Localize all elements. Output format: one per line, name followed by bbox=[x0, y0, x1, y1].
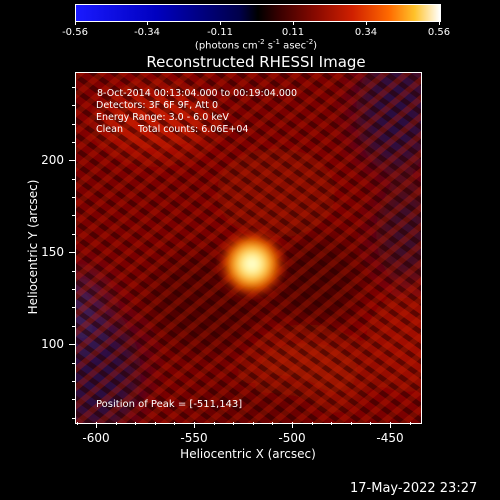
x-axis-tick bbox=[194, 422, 195, 428]
time-range-text: 8-Oct-2014 00:13:04.000 to 00:19:04.000 bbox=[97, 88, 298, 99]
rhessi-image-map bbox=[76, 73, 421, 423]
y-axis-minor-tick bbox=[72, 289, 75, 290]
colorbar-tick bbox=[293, 21, 294, 25]
clean-total-counts-text: Clean Total counts: 6.06E+04 bbox=[96, 124, 249, 135]
x-axis-tick-label: -500 bbox=[278, 431, 306, 445]
x-axis-minor-tick bbox=[135, 422, 136, 425]
peak-position-text: Position of Peak = [-511,143] bbox=[96, 399, 243, 410]
x-axis-minor-tick bbox=[233, 422, 234, 425]
y-axis-tick-label: 150 bbox=[41, 245, 64, 259]
x-axis-tick bbox=[96, 422, 97, 428]
x-axis-tick bbox=[390, 422, 391, 428]
y-axis-title: Heliocentric Y (arcsec) bbox=[26, 179, 40, 315]
colorbar-tick-label: 0.11 bbox=[281, 27, 305, 38]
plot-title: Reconstructed RHESSI Image bbox=[146, 53, 366, 71]
x-axis-minor-tick bbox=[116, 422, 117, 425]
y-axis-minor-tick bbox=[72, 87, 75, 88]
y-axis-minor-tick bbox=[72, 363, 75, 364]
detectors-text: Detectors: 3F 6F 9F, Att 0 bbox=[96, 100, 219, 111]
colorbar-tick bbox=[366, 21, 367, 25]
y-axis-minor-tick bbox=[72, 307, 75, 308]
y-axis-tick bbox=[69, 252, 75, 253]
y-axis-minor-tick bbox=[72, 326, 75, 327]
y-axis-tick-label: 100 bbox=[41, 337, 64, 351]
colorbar-tick-label: -0.34 bbox=[134, 27, 160, 38]
x-axis-minor-tick bbox=[214, 422, 215, 425]
y-axis-minor-tick bbox=[72, 105, 75, 106]
colorbar-tick bbox=[220, 21, 221, 25]
y-axis-minor-tick bbox=[72, 179, 75, 180]
colorbar-unit-label: (photons cm-2 s-1 asec-2) bbox=[194, 38, 318, 52]
x-axis-tick-label: -550 bbox=[180, 431, 208, 445]
colorbar-tick-label: -0.11 bbox=[207, 27, 233, 38]
x-axis-title: Heliocentric X (arcsec) bbox=[180, 447, 316, 461]
x-axis-tick-label: -450 bbox=[376, 431, 404, 445]
x-axis-minor-tick bbox=[174, 422, 175, 425]
y-axis-minor-tick bbox=[72, 418, 75, 419]
colorbar-tick bbox=[439, 21, 440, 25]
y-axis-minor-tick bbox=[72, 215, 75, 216]
colorbar-tick bbox=[75, 21, 76, 25]
y-axis-minor-tick bbox=[72, 381, 75, 382]
colorbar-tick bbox=[147, 21, 148, 25]
x-axis-minor-tick bbox=[77, 422, 78, 425]
y-axis-minor-tick bbox=[72, 197, 75, 198]
y-axis-tick bbox=[69, 344, 75, 345]
x-axis-minor-tick bbox=[410, 422, 411, 425]
x-axis-minor-tick bbox=[370, 422, 371, 425]
x-axis-minor-tick bbox=[253, 422, 254, 425]
colorbar-tick-label: 0.34 bbox=[354, 27, 378, 38]
colorbar-tick-label: -0.56 bbox=[62, 27, 88, 38]
peak-source bbox=[218, 230, 286, 298]
x-axis-minor-tick bbox=[312, 422, 313, 425]
x-axis-minor-tick bbox=[155, 422, 156, 425]
y-axis-minor-tick bbox=[72, 142, 75, 143]
y-axis-minor-tick bbox=[72, 271, 75, 272]
image-plot-area: 8-Oct-2014 00:13:04.000 to 00:19:04.000 … bbox=[75, 72, 422, 424]
energy-range-text: Energy Range: 3.0 - 6.0 keV bbox=[96, 112, 229, 123]
colorbar bbox=[75, 4, 441, 22]
y-axis-tick bbox=[69, 160, 75, 161]
render-timestamp: 17-May-2022 23:27 bbox=[350, 481, 478, 496]
x-axis-tick-label: -600 bbox=[82, 431, 110, 445]
x-axis-minor-tick bbox=[331, 422, 332, 425]
y-axis-tick-label: 200 bbox=[41, 153, 64, 167]
x-axis-tick bbox=[292, 422, 293, 428]
x-axis-minor-tick bbox=[272, 422, 273, 425]
colorbar-tick-label: 0.56 bbox=[427, 27, 451, 38]
x-axis-minor-tick bbox=[351, 422, 352, 425]
y-axis-minor-tick bbox=[72, 399, 75, 400]
y-axis-minor-tick bbox=[72, 124, 75, 125]
y-axis-minor-tick bbox=[72, 234, 75, 235]
